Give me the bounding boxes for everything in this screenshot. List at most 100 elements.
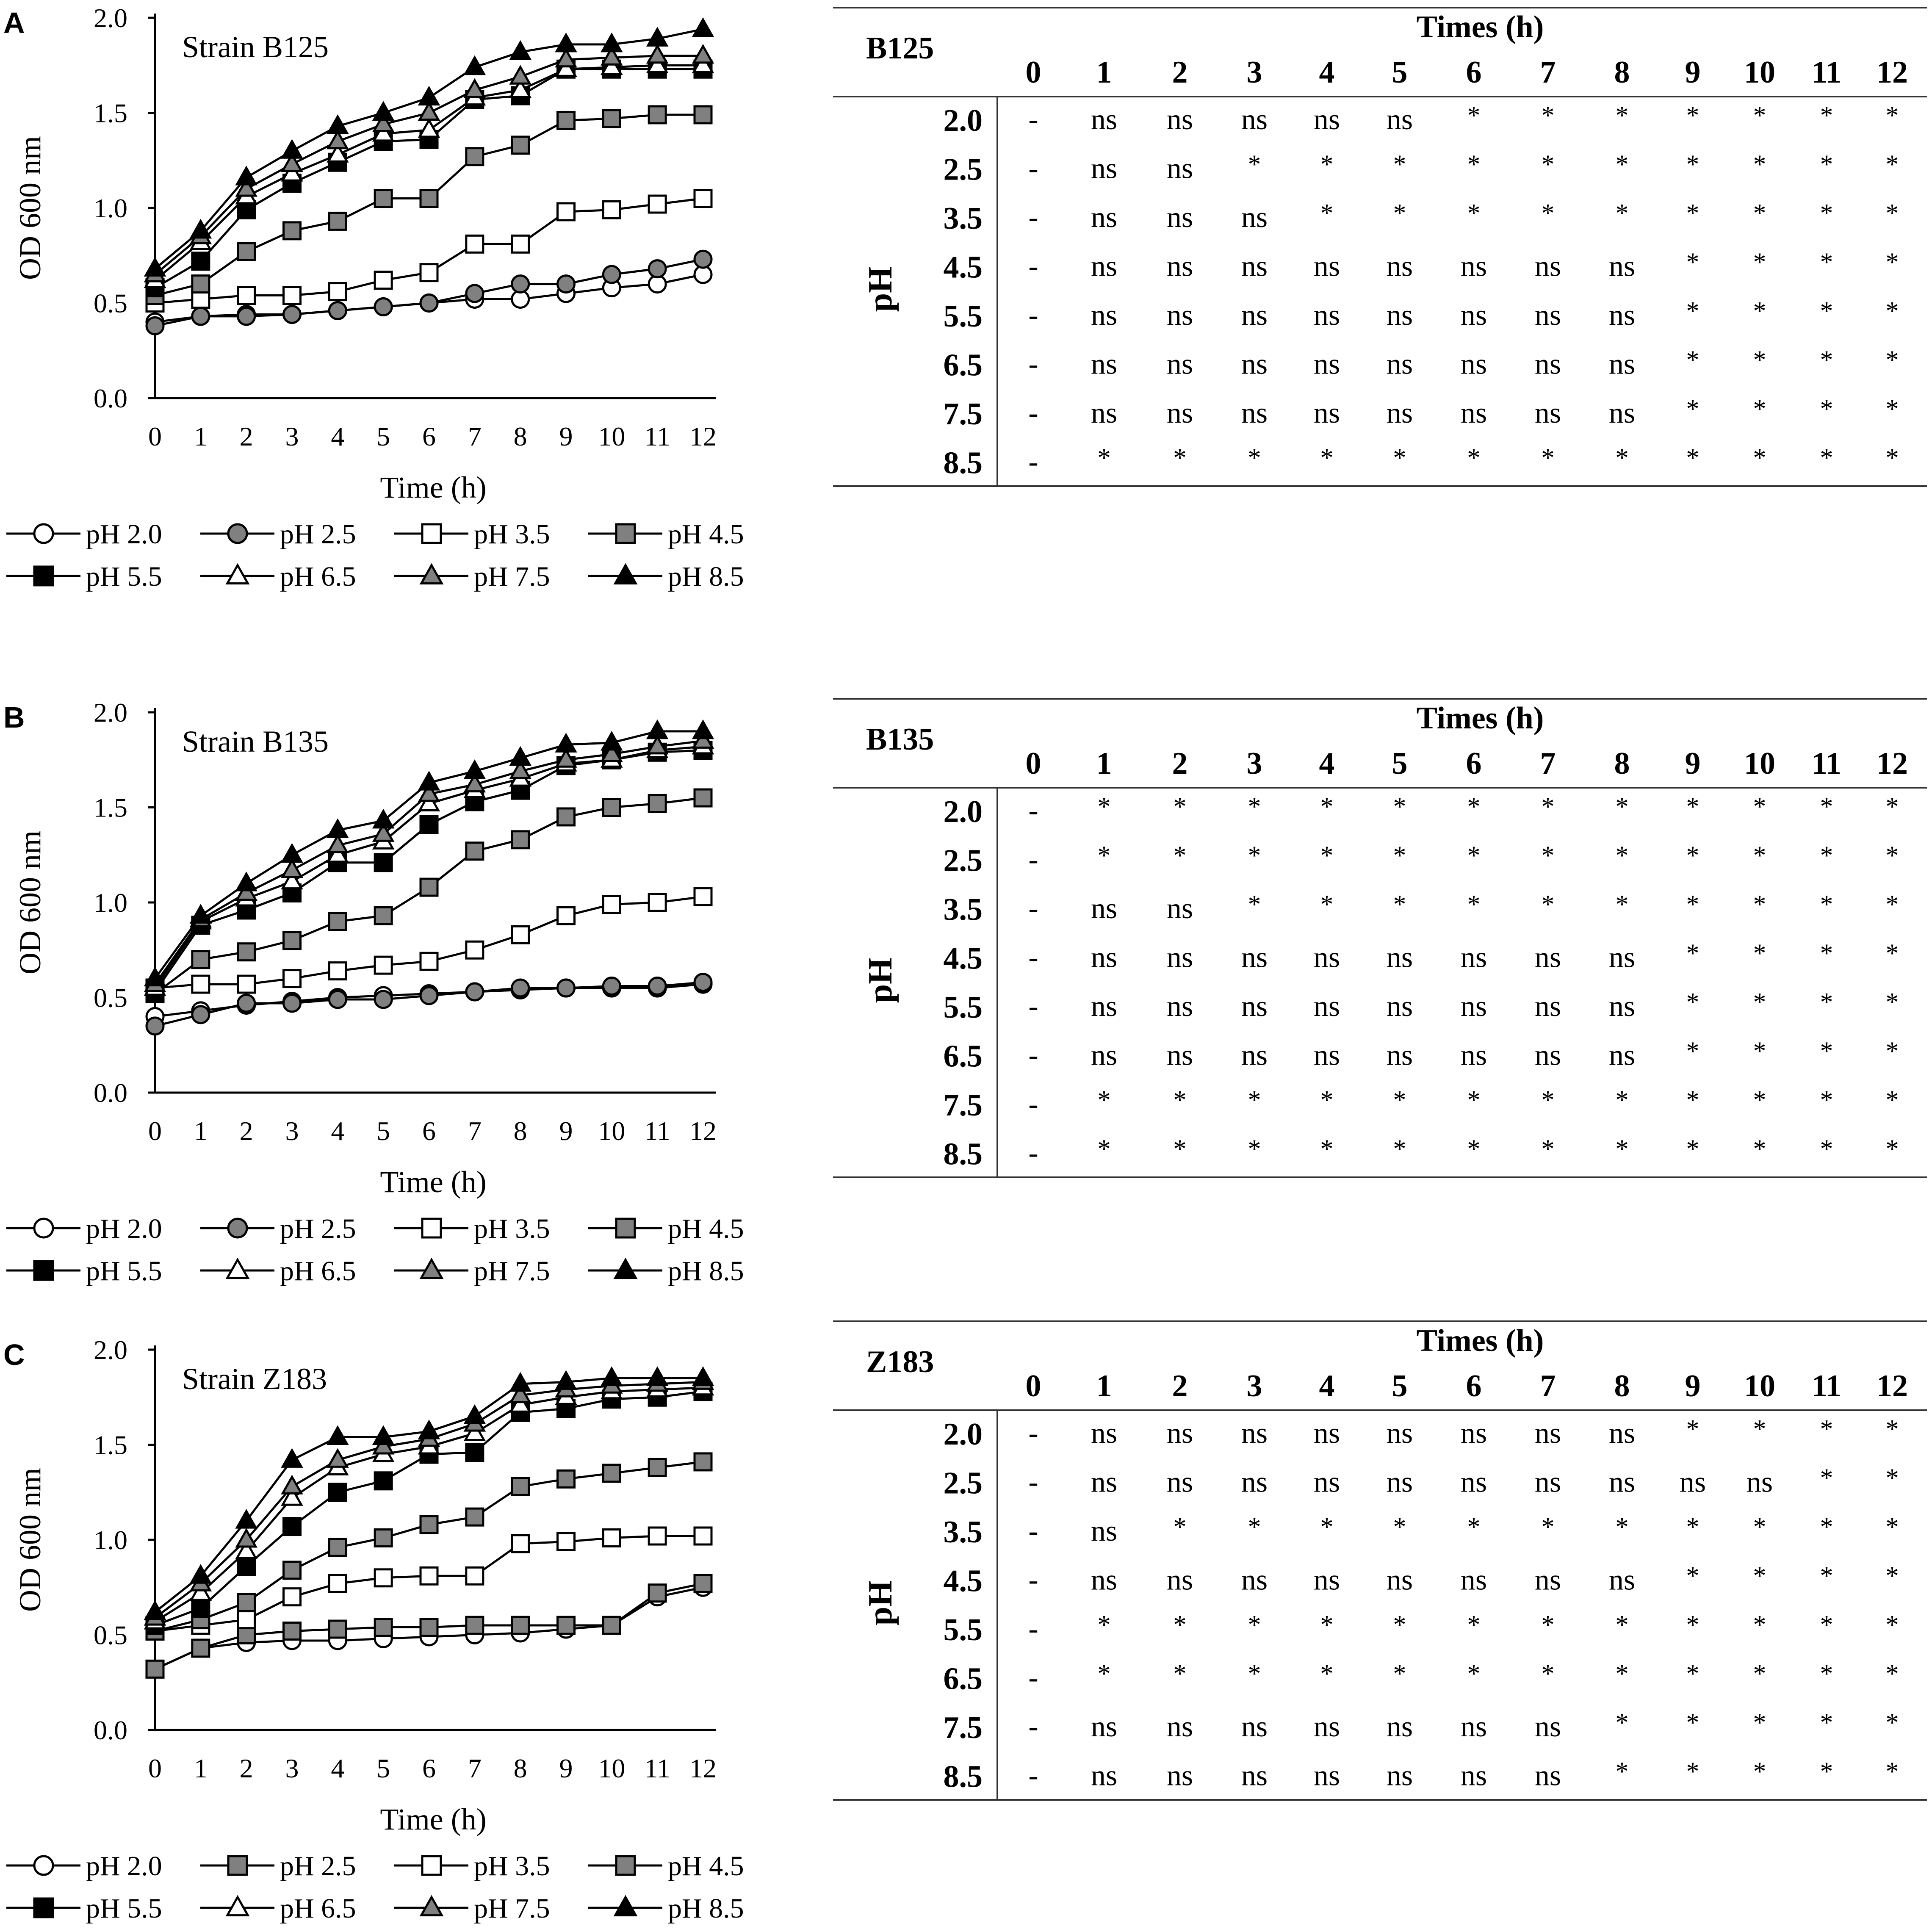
table-cell: ns [1609,1466,1635,1499]
data-point [648,893,667,912]
legend-item: pH 6.5 [200,561,356,592]
table-cell: * [1820,890,1833,919]
table-cell: * [1393,841,1406,870]
table-cell: * [1686,346,1699,375]
row-group-header: pH [862,267,899,312]
table-cell: ns [1680,1466,1706,1499]
table-cell: ns [1167,1710,1193,1743]
table-cell: * [1753,1037,1766,1066]
data-point [145,316,165,335]
table-cell: ns [1241,1760,1268,1792]
data-point [328,961,347,981]
legend-marker [33,1260,54,1281]
data-point [328,990,347,1009]
table-cell: ns [1314,1760,1340,1792]
data-point [189,219,212,239]
column-header: 11 [1812,746,1841,781]
table-cell: * [1098,1086,1111,1115]
table-cell: - [1028,250,1038,283]
legend-item: pH 5.5 [6,1256,162,1287]
table-cell: * [1820,841,1833,870]
data-point [235,177,257,197]
legend-marker [615,1855,636,1876]
table-cell: * [1753,890,1766,919]
data-point [145,1659,165,1679]
data-point [511,1534,530,1553]
table-cell: ns [1091,103,1117,136]
table-cell: - [1028,1515,1038,1547]
table-cell: ns [1314,299,1340,332]
table-cell: * [1820,1415,1833,1444]
data-point [693,788,713,808]
table-cell: ns [1461,299,1487,332]
legend-marker [225,563,250,585]
table-cell: * [1616,1757,1629,1786]
x-tick-label: 0 [148,421,162,451]
table-cell: * [1248,1135,1261,1164]
data-point [601,731,623,751]
data-point [327,843,349,863]
x-tick-label: 8 [514,1116,527,1146]
table-cell: ns [1535,1466,1561,1499]
table-cell: ns [1241,348,1268,381]
x-tick-label: 11 [644,1753,670,1783]
table-row: 4.5 - ns ns ns ns ns ns ns ns * * * * [944,939,1899,976]
table-cell: * [1686,1660,1699,1688]
table-cell: ns [1609,990,1635,1023]
table-cell: * [1820,1660,1833,1688]
data-point [144,257,166,277]
table-cell: ns [1167,892,1193,925]
table-cell: * [1467,1086,1481,1115]
x-tick-label: 9 [559,1116,573,1146]
data-point [693,105,713,125]
table-cell: * [1753,395,1766,423]
table-cell: * [1753,939,1766,968]
data-point [327,114,349,134]
table-cell: ns [1314,1710,1340,1743]
data-point [692,53,714,73]
data-point [328,1619,347,1639]
data-point [693,1574,713,1593]
data-point [556,274,576,294]
table-cell: ns [1091,299,1117,332]
table-cell: ns [1091,1515,1117,1547]
data-point [191,307,210,326]
table-cell: * [1820,1135,1833,1164]
data-point [465,1566,484,1586]
table-cell: ns [1387,990,1413,1023]
panel-label: C [3,1338,25,1371]
table-row: 2.0 - ns ns ns ns ns ns ns ns * * * * [944,1415,1899,1452]
table-cell: * [1467,444,1481,473]
data-point [235,1539,257,1559]
data-point [418,101,440,121]
legend-label: pH 8.5 [668,1256,744,1287]
data-point [374,1471,393,1491]
table-cell: ns [1091,201,1117,234]
data-point [372,1425,395,1445]
table-cell: ns [1167,1466,1193,1499]
table-cell: - [1028,103,1038,136]
data-point [282,1517,302,1536]
x-tick-label: 5 [376,421,390,451]
table-cell: * [1753,1611,1766,1639]
data-point [144,1600,166,1620]
table-cell: * [1753,1660,1766,1688]
data-point [374,1528,393,1548]
table-cell: * [1820,346,1833,375]
table-cell: * [1686,297,1699,326]
legend-label: pH 2.0 [86,519,162,550]
row-label: 7.5 [944,1088,983,1123]
data-point [555,32,577,53]
table-cell: ns [1609,1039,1635,1072]
data-point [237,1625,256,1644]
table-cell: * [1467,1513,1481,1542]
table-cell: * [1542,1086,1555,1115]
data-point [601,742,623,762]
data-point [191,252,210,271]
strain-label: B125 [866,31,934,66]
data-point [556,1616,576,1635]
legend-item: pH 2.0 [6,1851,162,1882]
legend-label: pH 2.0 [86,1851,162,1882]
data-point [282,1622,302,1641]
table-cell: * [1820,444,1833,473]
